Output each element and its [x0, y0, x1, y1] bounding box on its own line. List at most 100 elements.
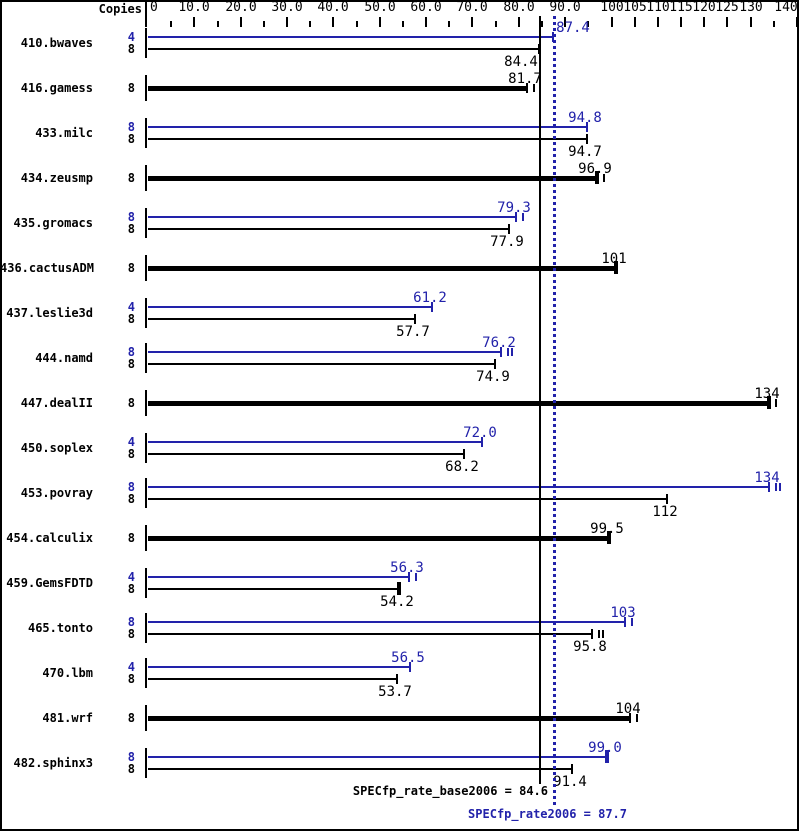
benchmark-label: 416.gamess	[20, 81, 93, 95]
axis-minor-tick	[541, 21, 543, 27]
copies-value: 8	[127, 582, 135, 596]
axis-tick-label: 140	[774, 0, 798, 15]
group-axis-segment	[145, 658, 147, 688]
axis-minor-tick	[773, 21, 775, 27]
benchmark-label: 453.povray	[20, 486, 93, 500]
run-mark	[533, 84, 535, 92]
group-axis-segment	[145, 748, 147, 778]
axis-tick-label: 0	[150, 0, 158, 15]
base-bar	[148, 318, 415, 320]
copies-value: 8	[127, 711, 135, 725]
value-label: 104	[615, 701, 641, 717]
value-label: 112	[652, 504, 678, 520]
bar-end-tick	[494, 359, 496, 369]
peak-bar	[148, 216, 516, 218]
value-label: 101	[601, 251, 627, 267]
copies-value: 8	[127, 222, 135, 236]
axis-major-tick	[240, 17, 242, 27]
bar-end-tick	[396, 674, 398, 684]
base-bar	[148, 401, 769, 406]
copies-value: 8	[127, 627, 135, 641]
axis-major-tick	[564, 17, 566, 27]
group-axis-segment	[145, 208, 147, 238]
value-label: 72.0	[463, 425, 497, 441]
group-axis-segment	[145, 165, 147, 191]
bar-end-tick	[586, 134, 588, 144]
group-axis-segment	[145, 343, 147, 373]
benchmark-label: 410.bwaves	[20, 36, 93, 50]
copies-value: 8	[127, 762, 135, 776]
copies-value: 8	[127, 132, 135, 146]
base-bar	[148, 176, 597, 181]
axis-tick-label: 70.0	[456, 0, 488, 15]
bar-end-tick	[607, 531, 611, 544]
axis-minor-tick	[170, 21, 172, 27]
copies-value: 4	[127, 300, 135, 314]
run-mark	[775, 483, 777, 491]
group-axis-segment	[145, 705, 147, 731]
base-bar	[148, 678, 397, 680]
group-axis-segment	[145, 75, 147, 101]
peak-bar	[148, 666, 410, 668]
benchmark-label: 434.zeusmp	[20, 171, 93, 185]
base-bar	[148, 48, 539, 50]
copies-column-header: Copies	[98, 2, 142, 16]
base-bar	[148, 266, 616, 271]
group-axis-segment	[145, 568, 147, 598]
base-bar	[148, 86, 527, 91]
value-label: 74.9	[476, 369, 510, 385]
base-bar	[148, 363, 495, 365]
group-axis-segment	[145, 478, 147, 508]
bar-end-tick	[605, 750, 609, 763]
bar-end-tick	[526, 83, 528, 93]
base-bar	[148, 633, 592, 635]
axis-minor-tick	[402, 21, 404, 27]
bar-end-tick	[463, 449, 465, 459]
copies-value: 8	[127, 357, 135, 371]
copies-value: 4	[127, 660, 135, 674]
base-bar	[148, 138, 587, 140]
axis-tick-label: 100	[600, 0, 624, 15]
run-mark	[522, 213, 524, 221]
axis-major-tick	[680, 17, 682, 27]
axis-major-tick	[332, 17, 334, 27]
value-label: 76.2	[482, 335, 516, 351]
bar-end-tick	[414, 314, 416, 324]
axis-tick-label: 10.0	[178, 0, 210, 15]
copies-value: 4	[127, 30, 135, 44]
bar-end-tick	[629, 713, 631, 723]
copies-value: 8	[127, 312, 135, 326]
axis-minor-tick	[309, 21, 311, 27]
run-mark	[415, 573, 417, 581]
peak-bar	[148, 756, 607, 758]
bar-end-tick	[500, 347, 502, 357]
value-label: 56.5	[391, 650, 425, 666]
copies-value: 8	[127, 120, 135, 134]
copies-value: 8	[127, 750, 135, 764]
group-axis-segment	[145, 613, 147, 643]
peak-bar	[148, 576, 409, 578]
base-bar	[148, 498, 667, 500]
axis-major-tick	[425, 17, 427, 27]
run-mark	[511, 348, 513, 356]
bar-end-tick	[595, 171, 599, 184]
benchmark-label: 482.sphinx3	[13, 756, 93, 770]
benchmark-label: 435.gromacs	[13, 216, 93, 230]
value-label: 53.7	[378, 684, 412, 700]
value-label: 81.7	[508, 71, 542, 87]
axis-major-tick	[471, 17, 473, 27]
copies-value: 8	[127, 261, 135, 275]
value-label: 87.4	[556, 20, 590, 36]
group-axis-segment	[145, 118, 147, 148]
value-label: 61.2	[413, 290, 447, 306]
bar-end-tick	[624, 617, 626, 627]
peak-bar	[148, 441, 482, 443]
axis-major-tick	[518, 17, 520, 27]
axis-major-tick	[750, 17, 752, 27]
axis-minor-tick	[263, 21, 265, 27]
run-mark	[598, 630, 600, 638]
group-axis-segment	[145, 255, 147, 281]
peak-bar	[148, 306, 432, 308]
bar-end-tick	[397, 582, 401, 595]
